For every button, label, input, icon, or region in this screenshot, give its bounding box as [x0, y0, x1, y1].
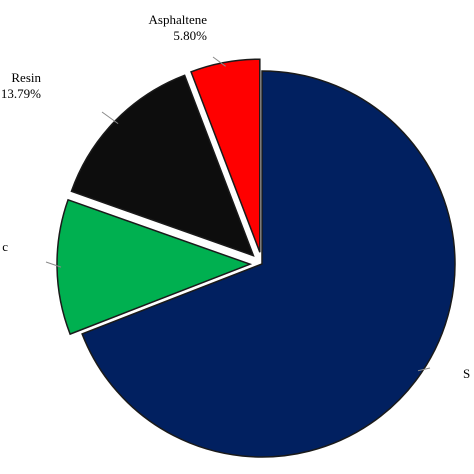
slice-saturate — [81, 70, 456, 458]
slice-label-saturate: S — [463, 366, 470, 381]
slice-aromatic — [56, 198, 253, 336]
leader-line-saturate — [417, 367, 431, 372]
leader-line-asphaltene — [212, 56, 226, 67]
leader-line-aromatic — [45, 261, 62, 268]
slice-value-label-asphaltene: 5.80% — [173, 28, 207, 43]
slice-label-asphaltene: Asphaltene — [149, 12, 208, 27]
leader-line-resin — [101, 111, 119, 125]
slice-asphaltene — [190, 58, 261, 253]
slice-label-resin: Resin — [11, 70, 41, 85]
slice-resin — [70, 74, 255, 257]
slice-label-aromatic: c — [2, 239, 8, 254]
slice-value-label-resin: 13.79% — [1, 86, 41, 101]
